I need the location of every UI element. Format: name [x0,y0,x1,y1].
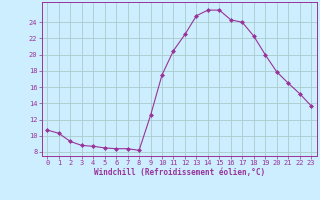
X-axis label: Windchill (Refroidissement éolien,°C): Windchill (Refroidissement éolien,°C) [94,168,265,177]
